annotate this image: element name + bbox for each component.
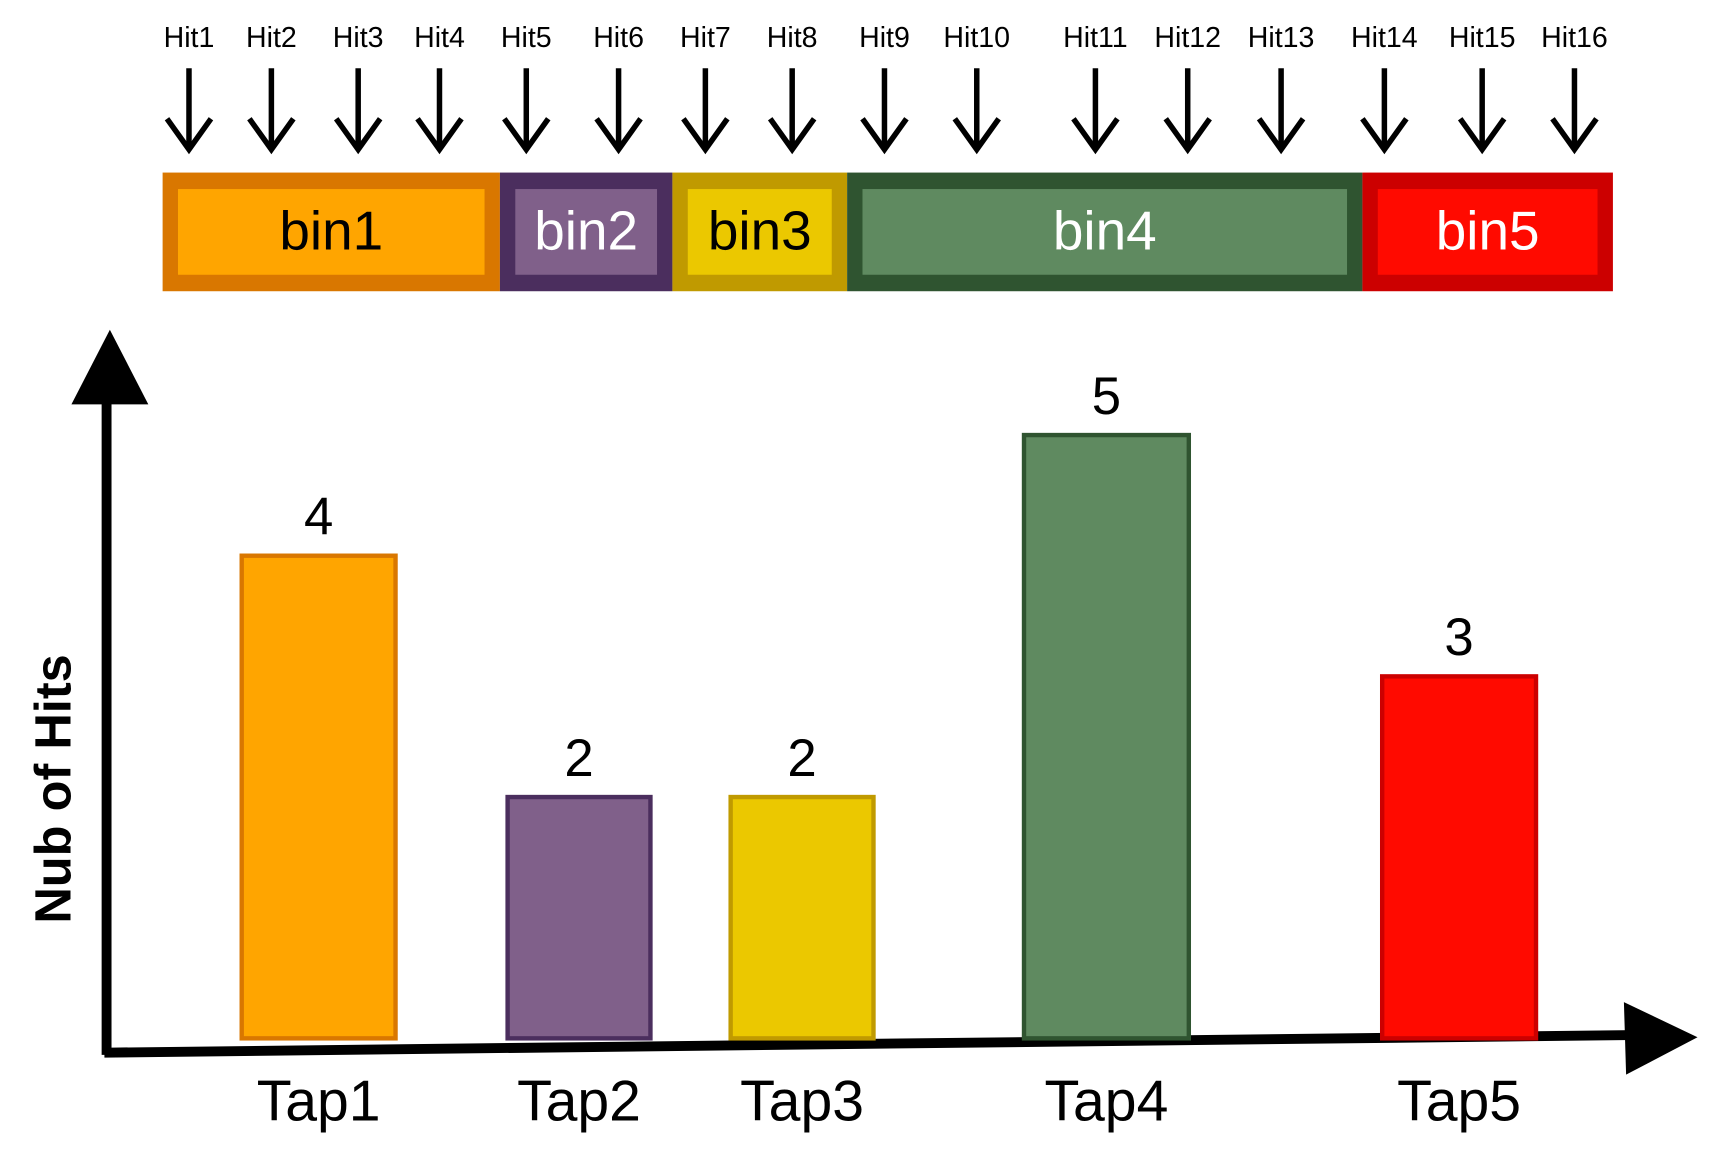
- hit-arrow-head: [1360, 117, 1409, 155]
- hit-label: Hit12: [1154, 22, 1221, 54]
- y-axis-label: Nub of Hits: [24, 654, 81, 923]
- bin-label: bin3: [708, 200, 812, 262]
- x-axis: [104, 1030, 1632, 1058]
- value-label: 3: [1444, 608, 1473, 667]
- x-tick-label: Tap5: [1397, 1069, 1521, 1133]
- bar: [1379, 674, 1539, 1041]
- bar: [505, 794, 653, 1041]
- bin-label: bin4: [1053, 200, 1157, 262]
- hit-arrow-head: [767, 117, 817, 155]
- hit-arrow-head: [594, 117, 643, 155]
- hit-label: Hit7: [680, 22, 731, 54]
- hit-label: Hit11: [1063, 22, 1128, 54]
- bin-inner: [687, 189, 832, 275]
- value-label: 5: [1092, 367, 1121, 426]
- bin-inner: [515, 189, 658, 275]
- hit-arrow-head: [1256, 117, 1306, 155]
- hit-arrow-head: [1071, 117, 1120, 155]
- x-tick-label: Tap2: [517, 1069, 641, 1133]
- hit-label: Hit3: [333, 22, 384, 54]
- hit-label: Hit15: [1449, 22, 1516, 54]
- hit-arrow-head: [502, 117, 551, 155]
- bin-label: bin1: [279, 200, 383, 262]
- hit-arrow-head: [1457, 117, 1507, 155]
- bin-inner: [862, 189, 1348, 275]
- hit-arrow-head: [415, 117, 464, 155]
- hit-label: Hit2: [246, 22, 297, 54]
- x-tick-label: Tap4: [1044, 1069, 1168, 1133]
- hit-arrow-head: [247, 117, 296, 155]
- x-tick-label: Tap1: [257, 1069, 381, 1133]
- hit-label: Hit4: [414, 22, 465, 54]
- hit-arrow-head: [681, 117, 730, 155]
- hit-arrow-head: [860, 117, 909, 155]
- hit-label: Hit13: [1248, 22, 1315, 54]
- hit-label: Hit10: [943, 22, 1010, 54]
- hit-label: Hit9: [859, 22, 910, 54]
- bar: [728, 794, 876, 1041]
- bar: [1021, 432, 1192, 1041]
- bin-label: bin2: [534, 200, 638, 262]
- hit-arrow-head: [333, 117, 383, 155]
- hit-label: Hit5: [501, 22, 552, 54]
- y-axis-arrow: [71, 329, 149, 405]
- x-axis-arrow: [1623, 1002, 1698, 1075]
- bin-inner: [177, 189, 485, 275]
- bin-inner: [1377, 189, 1598, 275]
- hit-arrow-head: [952, 117, 1001, 155]
- hit-label: Hit6: [593, 22, 644, 54]
- hit-label: Hit16: [1541, 22, 1608, 54]
- value-label: 2: [787, 729, 816, 788]
- hit-arrow-head: [1550, 117, 1599, 155]
- hit-label: Hit8: [767, 22, 818, 54]
- hit-arrow-head: [164, 117, 214, 155]
- x-tick-label: Tap3: [740, 1069, 864, 1133]
- bar: [239, 553, 398, 1041]
- value-label: 4: [304, 487, 333, 546]
- hit-arrow-head: [1163, 117, 1212, 155]
- hit-label: Hit14: [1351, 22, 1418, 54]
- bin-label: bin5: [1436, 200, 1540, 262]
- hit-label: Hit1: [164, 22, 215, 54]
- value-label: 2: [564, 729, 593, 788]
